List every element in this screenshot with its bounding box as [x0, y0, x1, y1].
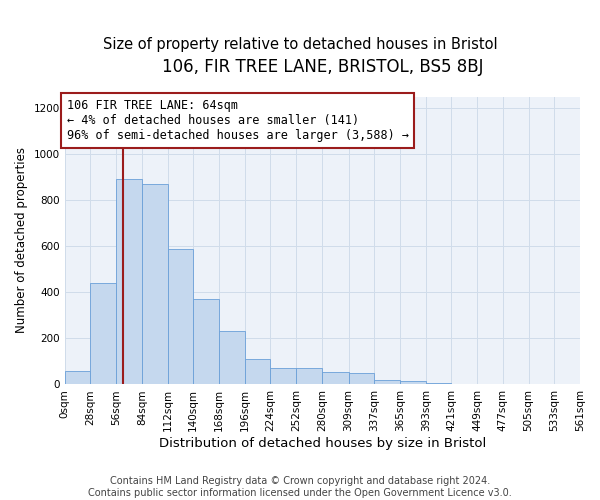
Bar [116, 180, 142, 384]
Bar [65, 370, 91, 384]
Text: Contains HM Land Registry data © Crown copyright and database right 2024.
Contai: Contains HM Land Registry data © Crown c… [88, 476, 512, 498]
Bar [142, 184, 167, 384]
Text: Size of property relative to detached houses in Bristol: Size of property relative to detached ho… [103, 38, 497, 52]
Text: 106 FIR TREE LANE: 64sqm
← 4% of detached houses are smaller (141)
96% of semi-d: 106 FIR TREE LANE: 64sqm ← 4% of detache… [67, 100, 409, 142]
Bar [219, 332, 245, 384]
Bar [322, 372, 349, 384]
Bar [400, 381, 425, 384]
Bar [91, 283, 116, 384]
Bar [296, 368, 322, 384]
Bar [193, 299, 219, 384]
Bar [245, 359, 271, 384]
Bar [167, 248, 193, 384]
Title: 106, FIR TREE LANE, BRISTOL, BS5 8BJ: 106, FIR TREE LANE, BRISTOL, BS5 8BJ [161, 58, 483, 76]
X-axis label: Distribution of detached houses by size in Bristol: Distribution of detached houses by size … [159, 437, 486, 450]
Bar [374, 380, 400, 384]
Bar [349, 373, 374, 384]
Bar [271, 368, 296, 384]
Y-axis label: Number of detached properties: Number of detached properties [15, 148, 28, 334]
